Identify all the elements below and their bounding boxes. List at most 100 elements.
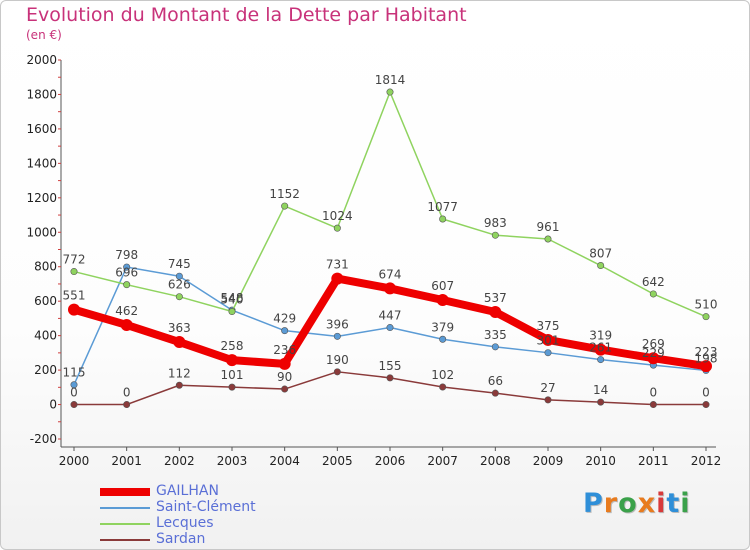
- data-label: 731: [326, 258, 349, 272]
- data-point: [439, 215, 447, 223]
- data-label: 258: [221, 339, 244, 353]
- y-tick-label: 1000: [26, 225, 57, 239]
- y-tick-label: 400: [34, 329, 57, 343]
- data-point: [700, 360, 712, 373]
- data-label: 375: [537, 319, 560, 333]
- x-tick-label: 2010: [585, 454, 616, 468]
- data-label: 112: [168, 366, 191, 380]
- legend-label: GAILHAN: [156, 483, 219, 499]
- data-label: 772: [63, 253, 86, 267]
- data-label: 198: [695, 351, 718, 365]
- data-label: 301: [537, 334, 560, 348]
- data-point: [439, 383, 447, 391]
- data-point: [386, 324, 394, 332]
- data-point: [70, 268, 78, 276]
- data-point: [491, 389, 499, 397]
- x-tick-label: 2000: [59, 454, 90, 468]
- data-point: [333, 332, 341, 340]
- data-point: [70, 381, 78, 389]
- data-point: [597, 398, 605, 406]
- data-label: 607: [431, 279, 454, 293]
- y-tick-label: 1400: [26, 156, 57, 170]
- data-point: [281, 327, 289, 335]
- legend-swatch: [100, 488, 150, 496]
- data-label: 190: [326, 353, 349, 367]
- data-label: 223: [695, 345, 718, 359]
- data-label: 983: [484, 216, 507, 230]
- data-label: 642: [642, 275, 665, 289]
- data-point: [702, 313, 710, 321]
- data-point: [123, 401, 131, 409]
- data-label: 0: [702, 386, 710, 400]
- data-label: 626: [168, 278, 191, 292]
- data-label: 101: [221, 368, 244, 382]
- data-point: [386, 88, 394, 96]
- data-label: 335: [484, 328, 507, 342]
- data-label: 319: [589, 329, 612, 343]
- y-tick-label: 1600: [26, 122, 57, 136]
- data-point: [175, 272, 183, 280]
- data-label: 510: [695, 298, 718, 312]
- legend-label: Saint-Clément: [156, 499, 256, 515]
- data-label: 540: [221, 293, 244, 307]
- x-tick-label: 2009: [533, 454, 564, 468]
- data-label: 462: [115, 304, 138, 318]
- data-label: 548: [221, 291, 244, 305]
- data-label: 1077: [427, 200, 458, 214]
- data-point: [333, 368, 341, 376]
- data-label: 261: [589, 341, 612, 355]
- data-label: 674: [379, 267, 402, 281]
- y-tick-label: 1200: [26, 191, 57, 205]
- y-tick-label: 200: [34, 363, 57, 377]
- x-tick-label: 2008: [480, 454, 511, 468]
- data-point: [544, 235, 552, 243]
- y-tick-label: 800: [34, 260, 57, 274]
- data-label: 551: [63, 289, 86, 303]
- data-point: [228, 308, 236, 316]
- legend-swatch: [100, 523, 150, 525]
- data-label: 1024: [322, 209, 353, 223]
- data-label: 745: [168, 257, 191, 271]
- x-tick-label: 2012: [691, 454, 722, 468]
- data-label: 14: [593, 383, 608, 397]
- data-label: 1152: [269, 187, 300, 201]
- x-tick-label: 2007: [427, 454, 458, 468]
- data-point: [278, 357, 291, 370]
- data-label: 66: [488, 374, 503, 388]
- data-label: 363: [168, 321, 191, 335]
- data-label: 0: [650, 386, 658, 400]
- data-label: 102: [431, 368, 454, 382]
- data-label: 447: [379, 309, 402, 323]
- data-point: [384, 282, 396, 295]
- data-point: [120, 318, 133, 331]
- data-point: [544, 396, 552, 404]
- data-label: 115: [63, 366, 86, 380]
- x-tick-label: 2011: [638, 454, 669, 468]
- legend-label: Lecques: [156, 515, 214, 531]
- legend-swatch: [100, 539, 150, 541]
- data-label: 229: [642, 346, 665, 360]
- chart-title: Evolution du Montant de la Dette par Hab…: [26, 4, 467, 26]
- data-point: [597, 262, 605, 270]
- data-label: 798: [115, 248, 138, 262]
- data-point: [594, 343, 607, 356]
- data-point: [281, 202, 289, 210]
- data-label: 0: [70, 386, 78, 400]
- data-label: 379: [431, 320, 454, 334]
- data-point: [331, 272, 344, 285]
- data-label: 807: [589, 247, 612, 261]
- data-label: 155: [379, 359, 402, 373]
- x-tick-label: 2006: [375, 454, 406, 468]
- data-point: [281, 385, 289, 393]
- data-point: [68, 303, 80, 316]
- data-label: 0: [123, 386, 131, 400]
- y-tick-label: 1800: [26, 87, 57, 101]
- data-point: [491, 231, 499, 239]
- data-point: [70, 401, 78, 409]
- data-point: [175, 293, 183, 301]
- data-point: [649, 290, 657, 298]
- data-point: [544, 349, 552, 357]
- legend-label: Sardan: [156, 531, 206, 547]
- data-label: 269: [642, 337, 665, 351]
- data-point: [173, 336, 186, 349]
